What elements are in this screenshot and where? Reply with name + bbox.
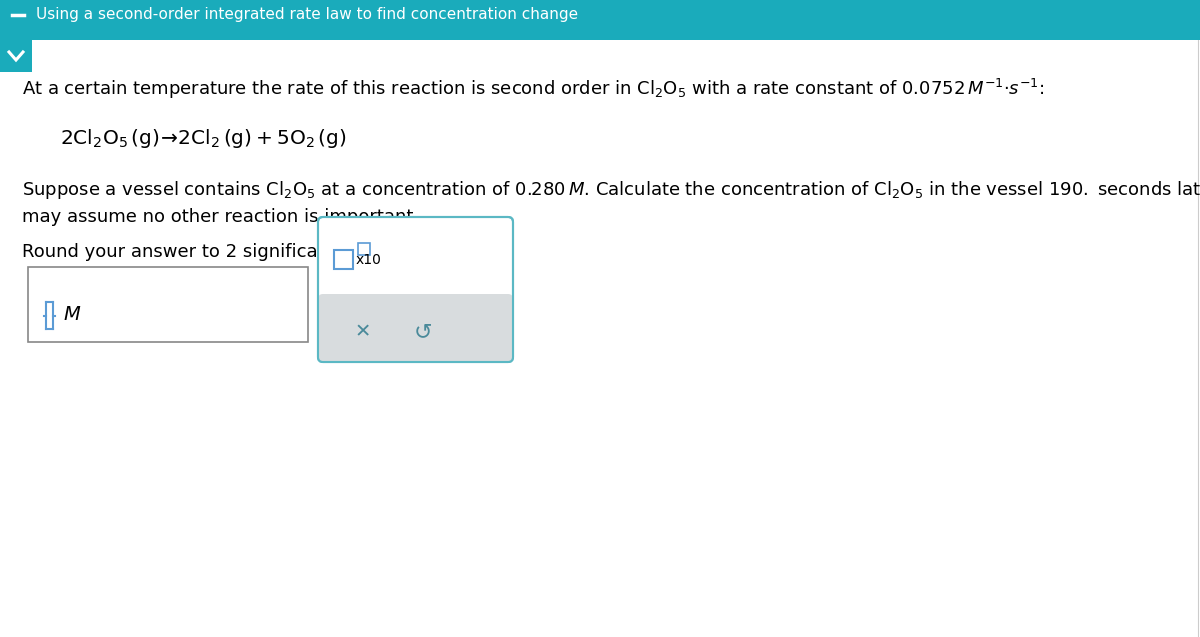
FancyBboxPatch shape (0, 30, 1200, 40)
FancyBboxPatch shape (318, 217, 514, 362)
FancyBboxPatch shape (0, 40, 32, 72)
Text: ↺: ↺ (414, 322, 432, 342)
FancyBboxPatch shape (28, 267, 308, 342)
Text: Round your answer to 2 significant digits.: Round your answer to 2 significant digit… (22, 243, 397, 261)
FancyBboxPatch shape (324, 307, 508, 357)
Text: Using a second-order integrated rate law to find concentration change: Using a second-order integrated rate law… (36, 8, 578, 22)
Text: Suppose a vessel contains $\mathrm{Cl_2O_5}$ at a concentration of $0.280\,M$. C: Suppose a vessel contains $\mathrm{Cl_2O… (22, 179, 1200, 201)
FancyBboxPatch shape (334, 250, 353, 269)
FancyBboxPatch shape (0, 0, 1200, 30)
Text: At a certain temperature the rate of this reaction is second order in $\mathrm{C: At a certain temperature the rate of thi… (22, 77, 1044, 101)
Text: x10: x10 (356, 253, 382, 267)
FancyBboxPatch shape (358, 243, 370, 255)
FancyBboxPatch shape (318, 294, 514, 362)
Text: $\mathrm{2Cl_2O_5\,(g)\!\rightarrow\!2Cl_2\,(g)+5O_2\,(g)}$: $\mathrm{2Cl_2O_5\,(g)\!\rightarrow\!2Cl… (60, 127, 347, 150)
Text: ✕: ✕ (355, 322, 371, 341)
Text: $M$: $M$ (64, 306, 82, 324)
Text: may assume no other reaction is important.: may assume no other reaction is importan… (22, 208, 419, 226)
